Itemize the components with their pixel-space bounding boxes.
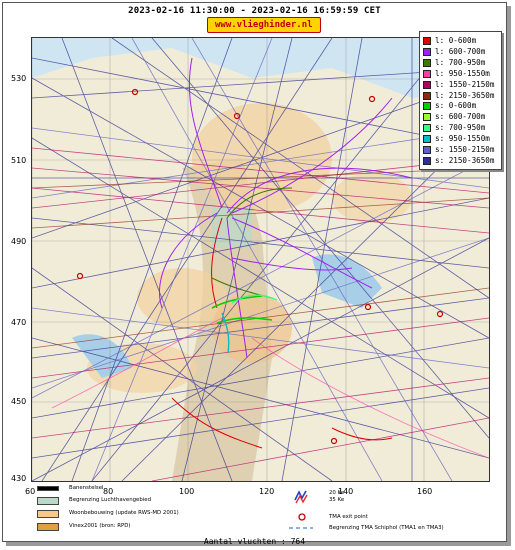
x-tick-160: 160 xyxy=(417,487,433,496)
boundary-swatch xyxy=(37,497,59,505)
legend-label: l: 2150-3650m xyxy=(435,90,495,100)
legend-item: l: 600-700m xyxy=(423,47,485,57)
legend-swatch xyxy=(423,58,431,67)
tma-border-label: Begrenzing TMA Schiphol (TMA1 en TMA3) xyxy=(329,525,444,531)
legend-swatch xyxy=(423,47,431,56)
legend-label: l: 950-1550m xyxy=(435,68,490,78)
legend-swatch xyxy=(423,91,431,100)
legend-label: s: 1550-2150m xyxy=(435,145,495,154)
legend-swatch xyxy=(423,80,431,89)
x-tick-120: 120 xyxy=(259,487,275,496)
legend-item: s: 1550-2150m xyxy=(423,145,494,155)
boundary-key-label: Begrenzing Luchthavengebied xyxy=(69,497,152,503)
legend-item: l: 0-600m xyxy=(423,36,476,46)
legend-item: s: 950-1550m xyxy=(423,134,490,144)
altitude-legend: l: 0-600m l: 600-700m l: 700-950m l: 950-15… xyxy=(419,31,502,170)
legend-swatch xyxy=(423,37,431,45)
y-tick-430: 430 xyxy=(11,474,27,483)
legend-label: s: 0-600m xyxy=(435,101,477,111)
legend-label: s: 2150-3650m xyxy=(435,155,495,165)
legend-item: s: 600-700m xyxy=(423,112,485,122)
legend-label: l: 600-700m xyxy=(435,46,486,56)
noise-contour-icon xyxy=(294,490,308,504)
legend-label: l: 700-950m xyxy=(435,57,486,67)
x-tick-140: 140 xyxy=(338,487,354,496)
legend-item: l: 1550-2150m xyxy=(423,80,494,90)
legend-item: l: 700-950m xyxy=(423,58,485,68)
legend-label: s: 950-1550m xyxy=(435,134,490,144)
y-tick-490: 490 xyxy=(11,237,27,246)
map-frame: 2023-02-16 11:30:00 - 2023-02-16 16:59:5… xyxy=(2,2,507,546)
tma-border-line-icon xyxy=(289,527,313,529)
runway-key-label: Banenstelsel xyxy=(69,485,104,491)
legend-swatch xyxy=(423,146,431,154)
legend-swatch xyxy=(423,135,431,144)
legend-label: s: 600-700m xyxy=(435,112,486,122)
vinex-swatch xyxy=(37,523,59,531)
legend-swatch xyxy=(423,156,431,165)
legend-item: s: 700-950m xyxy=(423,123,485,133)
vinex-key-label: Vinex2001 (bron: RPD) xyxy=(69,523,131,529)
y-tick-510: 510 xyxy=(11,156,27,165)
legend-item: s: 0-600m xyxy=(423,101,476,111)
time-range-title: 2023-02-16 11:30:00 - 2023-02-16 16:59:5… xyxy=(128,6,381,16)
tma-exit-label: TMA exit point xyxy=(329,514,368,520)
ke-35-label: 35 Ke xyxy=(329,497,345,503)
legend-item: s: 2150-3650m xyxy=(423,156,494,166)
tma-exit-icon xyxy=(298,513,306,521)
x-tick-60: 60 xyxy=(25,487,36,496)
housing-key-label: Woonbebouwing (update RWS-MD 2001) xyxy=(69,510,179,516)
y-tick-530: 530 xyxy=(11,74,27,83)
legend-label: l: 1550-2150m xyxy=(435,79,495,89)
y-tick-470: 470 xyxy=(11,318,27,327)
site-badge[interactable]: www.vlieghinder.nl xyxy=(207,17,321,33)
runway-swatch xyxy=(37,486,59,491)
legend-swatch xyxy=(423,113,431,122)
flight-count: Aantal vluchten : 764 xyxy=(203,537,306,546)
map-canvas xyxy=(32,38,489,481)
x-tick-100: 100 xyxy=(179,487,195,496)
housing-swatch xyxy=(37,510,59,518)
x-tick-80: 80 xyxy=(103,487,114,496)
legend-label: l: 0-600m xyxy=(435,36,477,45)
legend-swatch xyxy=(423,124,431,133)
legend-label: s: 700-950m xyxy=(435,123,486,133)
flight-track-map[interactable] xyxy=(31,37,490,482)
ke-20-label: 20 Ke xyxy=(329,490,345,496)
y-tick-450: 450 xyxy=(11,397,27,406)
legend-swatch xyxy=(423,69,431,78)
legend-item: l: 2150-3650m xyxy=(423,91,494,101)
map-key: Banenstelsel Begrenzing Luchthavengebied… xyxy=(31,482,488,540)
legend-swatch xyxy=(423,102,431,111)
legend-item: l: 950-1550m xyxy=(423,69,490,79)
